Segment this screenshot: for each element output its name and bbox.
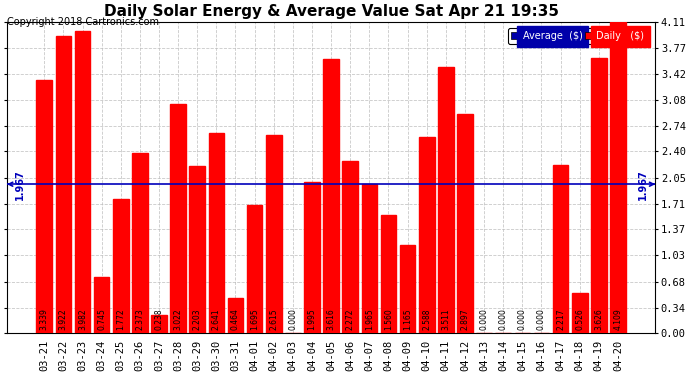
Bar xyxy=(37,80,52,333)
Bar xyxy=(400,245,415,333)
Bar xyxy=(381,215,396,333)
Bar xyxy=(75,32,90,333)
Text: 0.238: 0.238 xyxy=(155,309,164,330)
Text: 1.772: 1.772 xyxy=(116,309,126,330)
Bar xyxy=(266,135,282,333)
Text: 0.000: 0.000 xyxy=(499,308,508,330)
Bar xyxy=(132,153,148,333)
Bar xyxy=(247,205,262,333)
Bar xyxy=(457,114,473,333)
Text: 3.511: 3.511 xyxy=(442,309,451,330)
Bar xyxy=(591,58,607,333)
Bar xyxy=(151,315,167,333)
Bar xyxy=(208,133,224,333)
Text: 0.745: 0.745 xyxy=(97,308,106,330)
Text: 2.897: 2.897 xyxy=(460,309,469,330)
Text: 1.967: 1.967 xyxy=(638,169,653,200)
Text: 0.464: 0.464 xyxy=(231,308,240,330)
Text: 0.000: 0.000 xyxy=(518,308,527,330)
Bar xyxy=(342,161,358,333)
Text: 3.339: 3.339 xyxy=(40,308,49,330)
Bar xyxy=(189,166,205,333)
Text: 2.588: 2.588 xyxy=(422,309,431,330)
Bar xyxy=(553,165,569,333)
Text: 2.203: 2.203 xyxy=(193,309,201,330)
Text: 1.995: 1.995 xyxy=(308,309,317,330)
Text: 1.560: 1.560 xyxy=(384,309,393,330)
Text: Copyright 2018 Cartronics.com: Copyright 2018 Cartronics.com xyxy=(7,17,159,27)
Text: 3.626: 3.626 xyxy=(594,309,603,330)
Text: 3.922: 3.922 xyxy=(59,309,68,330)
Bar xyxy=(113,199,128,333)
Bar xyxy=(438,67,454,333)
Bar xyxy=(362,184,377,333)
Bar xyxy=(419,137,435,333)
Bar xyxy=(304,182,320,333)
Text: 1.967: 1.967 xyxy=(8,169,25,200)
Legend: Average  ($), Daily   ($): Average ($), Daily ($) xyxy=(509,28,647,44)
Text: 2.641: 2.641 xyxy=(212,309,221,330)
Text: 1.165: 1.165 xyxy=(403,309,412,330)
Text: 0.000: 0.000 xyxy=(537,308,546,330)
Bar xyxy=(170,104,186,333)
Text: 3.022: 3.022 xyxy=(174,309,183,330)
Bar xyxy=(610,22,626,333)
Bar xyxy=(94,277,110,333)
Text: 2.272: 2.272 xyxy=(346,309,355,330)
Bar xyxy=(55,36,71,333)
Text: 4.109: 4.109 xyxy=(613,309,622,330)
Bar xyxy=(228,298,244,333)
Text: 3.616: 3.616 xyxy=(326,309,335,330)
Text: 1.695: 1.695 xyxy=(250,309,259,330)
Bar xyxy=(572,294,588,333)
Text: 1.965: 1.965 xyxy=(365,309,374,330)
Title: Daily Solar Energy & Average Value Sat Apr 21 19:35: Daily Solar Energy & Average Value Sat A… xyxy=(104,4,559,19)
Text: 2.373: 2.373 xyxy=(135,309,144,330)
Text: 3.982: 3.982 xyxy=(78,309,87,330)
Bar xyxy=(324,59,339,333)
Text: 0.000: 0.000 xyxy=(288,308,297,330)
Text: 2.217: 2.217 xyxy=(556,309,565,330)
Text: 0.526: 0.526 xyxy=(575,309,584,330)
Text: 0.000: 0.000 xyxy=(480,308,489,330)
Text: 2.615: 2.615 xyxy=(269,309,278,330)
